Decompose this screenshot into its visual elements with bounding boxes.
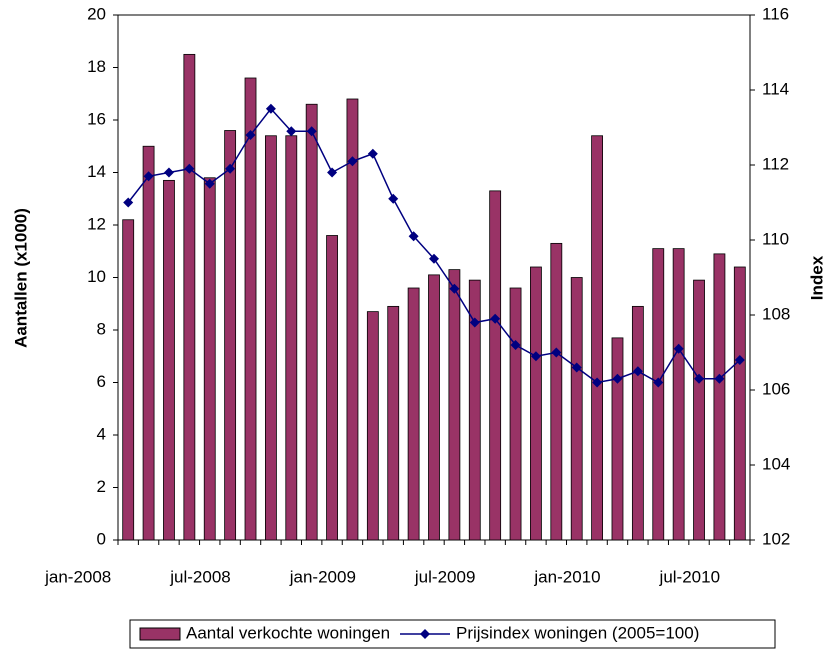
y-tick-label: 4 xyxy=(97,424,106,443)
bar xyxy=(652,248,665,541)
bar xyxy=(550,242,563,541)
x-tick-label: jan-2008 xyxy=(44,567,111,586)
y2-tick-label: 114 xyxy=(762,79,789,98)
bar xyxy=(203,177,216,541)
marker xyxy=(429,253,439,264)
y-tick-label: 10 xyxy=(87,267,106,286)
marker xyxy=(530,351,541,362)
marker xyxy=(388,193,399,204)
marker xyxy=(694,373,705,384)
marker xyxy=(714,373,725,384)
y-tick-label: 16 xyxy=(87,109,106,128)
marker xyxy=(163,167,174,178)
legend-marker xyxy=(420,629,430,639)
x-tick-label: jul-2010 xyxy=(659,567,721,586)
bar xyxy=(713,253,726,541)
bar xyxy=(183,53,196,541)
marker xyxy=(347,156,358,167)
bar xyxy=(693,279,705,541)
bar xyxy=(489,190,502,541)
marker xyxy=(306,126,317,137)
x-tick-label: jan-2009 xyxy=(289,567,356,586)
marker xyxy=(653,377,664,388)
bar xyxy=(264,135,277,541)
bar xyxy=(428,274,440,541)
marker xyxy=(632,366,643,377)
marker xyxy=(449,283,460,294)
x-tick-label: jan-2010 xyxy=(533,567,600,586)
marker xyxy=(551,347,562,358)
marker xyxy=(327,167,338,178)
bar xyxy=(570,277,583,541)
bar xyxy=(448,269,461,541)
y-tick-label: 14 xyxy=(87,162,106,181)
bar xyxy=(468,279,481,541)
marker xyxy=(510,340,521,350)
legend-swatch xyxy=(139,627,181,641)
legend-label: Prijsindex woningen (2005=100) xyxy=(456,623,699,642)
marker xyxy=(265,103,276,114)
y-tick-label: 20 xyxy=(87,4,106,23)
marker xyxy=(734,355,745,365)
y-tick-label: 12 xyxy=(87,214,106,233)
marker xyxy=(408,231,419,242)
y-tick-label: 8 xyxy=(97,319,106,338)
marker xyxy=(592,377,603,388)
y2-tick-label: 106 xyxy=(762,379,790,398)
marker xyxy=(571,362,582,373)
marker xyxy=(225,163,236,174)
bar xyxy=(224,130,237,541)
marker xyxy=(286,126,297,137)
bar xyxy=(387,305,400,541)
marker xyxy=(245,130,256,140)
y-tick-label: 0 xyxy=(97,529,106,548)
bar xyxy=(142,145,155,541)
bar xyxy=(326,235,338,541)
x-tick-label: jul-2009 xyxy=(414,567,476,586)
marker xyxy=(673,343,684,354)
marker xyxy=(204,178,215,189)
bar xyxy=(122,219,135,541)
marker xyxy=(469,317,480,328)
y-tick-label: 18 xyxy=(87,57,106,76)
bar xyxy=(672,248,685,541)
y2-tick-label: 104 xyxy=(762,454,790,473)
bar xyxy=(366,311,379,541)
marker xyxy=(612,373,623,384)
bar xyxy=(285,135,298,541)
bar xyxy=(346,98,359,541)
y2-tick-label: 116 xyxy=(762,4,789,23)
legend-box xyxy=(129,619,776,649)
bar xyxy=(163,179,175,541)
legend-label: Aantal verkochte woningen xyxy=(186,623,390,642)
y2-tick-label: 102 xyxy=(762,529,790,548)
bar xyxy=(509,287,522,541)
y2-tick-label: 112 xyxy=(762,154,789,173)
marker xyxy=(143,171,154,182)
bar xyxy=(530,266,542,541)
marker xyxy=(490,313,501,324)
bar xyxy=(407,287,420,541)
bar xyxy=(591,135,604,541)
bar xyxy=(631,305,644,541)
marker xyxy=(184,163,195,174)
y-tick-label: 2 xyxy=(97,477,106,496)
marker xyxy=(367,148,378,159)
y2-axis-title: Index xyxy=(807,255,826,300)
bar xyxy=(305,103,318,541)
y2-tick-label: 108 xyxy=(762,304,790,323)
bar xyxy=(733,266,746,541)
x-tick-label: jul-2008 xyxy=(169,567,231,586)
bar xyxy=(244,77,257,541)
y-tick-label: 6 xyxy=(97,372,106,391)
y2-tick-label: 110 xyxy=(762,229,789,248)
y-axis-title: Aantallen (x1000) xyxy=(11,208,30,348)
marker xyxy=(123,197,134,208)
bar xyxy=(611,337,624,541)
